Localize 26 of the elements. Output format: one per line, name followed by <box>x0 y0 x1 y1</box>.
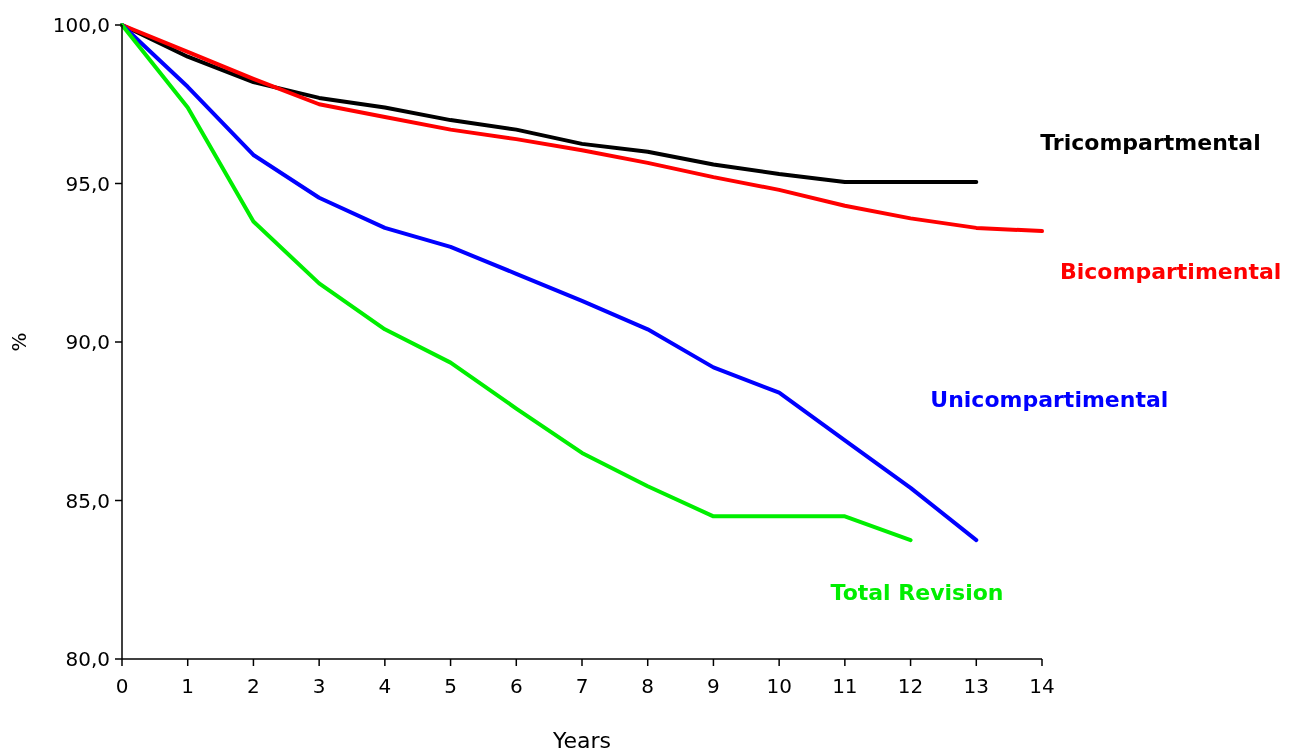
x-tick-label: 2 <box>247 674 260 698</box>
x-tick-label: 12 <box>897 674 924 698</box>
x-tick-label: 7 <box>575 674 589 698</box>
x-tick-label: 1 <box>181 674 195 698</box>
x-tick-label: 5 <box>444 674 457 698</box>
x-tick-label: 4 <box>378 674 392 698</box>
x-tick-label: 6 <box>509 674 523 698</box>
y-tick-label: 100,0 <box>52 13 110 37</box>
series-label: Bicompartimental <box>1060 259 1282 285</box>
text: Total Revision <box>830 580 1004 606</box>
x-tick-label: 14 <box>1029 674 1055 698</box>
y-tick-label: 95,0 <box>65 171 110 196</box>
x-tick-label: 13 <box>963 674 990 698</box>
x-tick-label: 9 <box>707 674 720 698</box>
x-tick-label: 0 <box>115 674 129 698</box>
x-tick-label: 3 <box>312 674 326 698</box>
x-axis-title: Years <box>551 728 612 753</box>
x-tick-label: 10 <box>766 674 792 698</box>
x-tick-label: 11 <box>832 674 858 698</box>
text: Tricompartmental <box>1040 129 1261 155</box>
y-tick-label: 85,0 <box>65 488 110 513</box>
text: Unicompartimental <box>930 387 1169 413</box>
x-tick-label: 8 <box>641 674 655 698</box>
y-tick-label: 90,0 <box>65 330 110 354</box>
y-tick-label: 80,0 <box>65 647 110 671</box>
y-axis-title: % <box>7 332 31 352</box>
